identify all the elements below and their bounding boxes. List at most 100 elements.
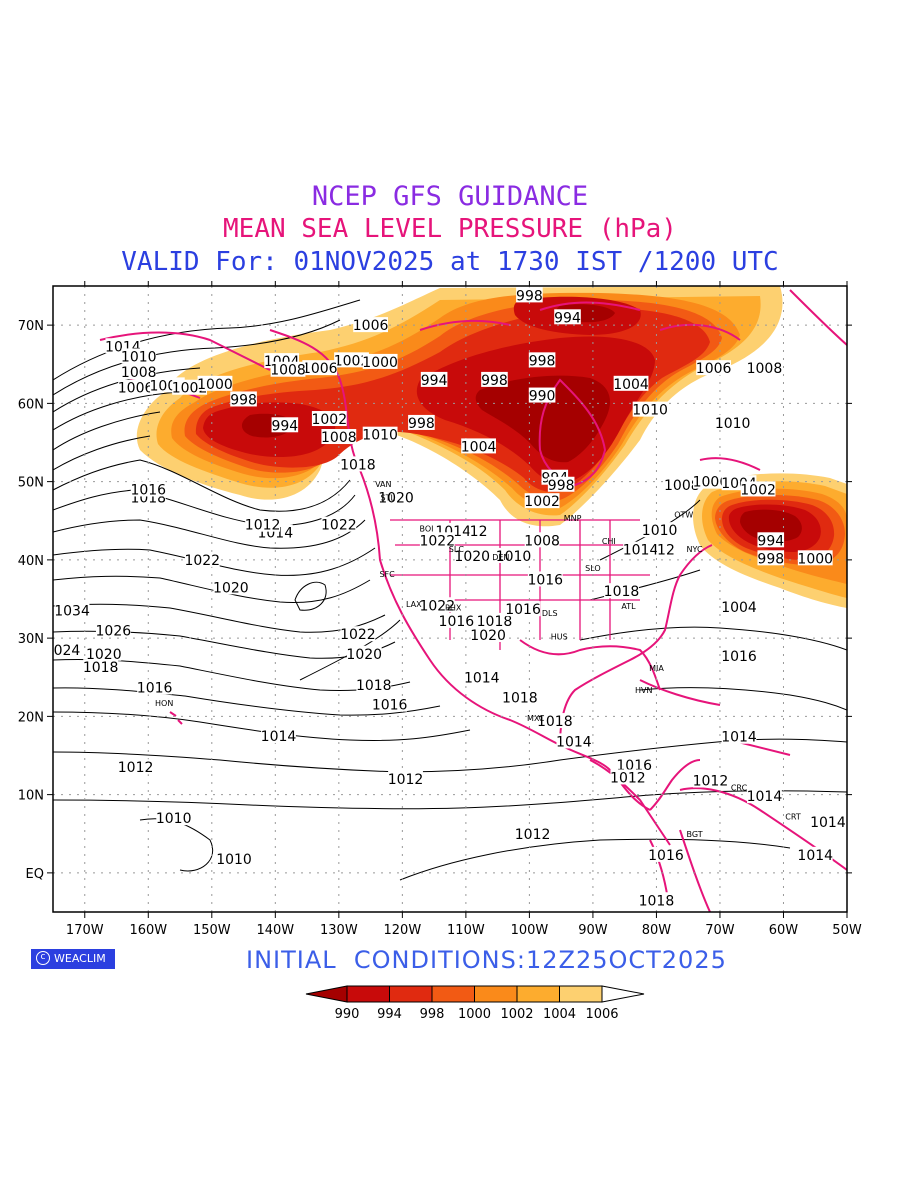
station-label: SLC xyxy=(449,545,465,554)
contour-label-bg xyxy=(516,287,543,303)
logo-text: WEACLIM xyxy=(54,952,106,965)
contour-label-bg xyxy=(216,850,252,866)
contour-label-bg xyxy=(721,598,757,614)
contour-label-bg xyxy=(715,414,751,430)
lat-label: 60N xyxy=(18,397,44,412)
contour-label-bg xyxy=(378,489,414,505)
legend-swatch xyxy=(346,985,390,1003)
legend-swatch xyxy=(431,985,475,1003)
contour-label-bg xyxy=(245,516,281,532)
contour-label-bg xyxy=(302,360,338,376)
contour-label: 1000 xyxy=(362,355,398,371)
contour-label-bg xyxy=(656,541,676,557)
contour-label: 1010 xyxy=(632,403,668,419)
contour-label: 1014 xyxy=(464,670,500,686)
contour-label: 1012 xyxy=(693,774,729,790)
contour-label: 1004 xyxy=(721,600,757,616)
contour-label: 1012 xyxy=(245,518,281,534)
station-label: BGT xyxy=(686,830,702,839)
lat-label: 70N xyxy=(18,319,44,334)
contour-label: 1010 xyxy=(156,811,192,827)
canada-low-990 xyxy=(241,304,615,463)
contour-label-bg xyxy=(721,728,757,744)
contour-label: 998 xyxy=(757,551,784,567)
contour-label-bg xyxy=(528,387,556,403)
lon-label: 80W xyxy=(642,923,672,938)
contour-label: 1022 xyxy=(321,518,357,534)
lon-label: 120W xyxy=(384,923,422,938)
contour-label-bg xyxy=(639,892,674,908)
station-label: DEN xyxy=(492,553,509,562)
station-label: CRT xyxy=(785,813,801,822)
contour-label: 1002 xyxy=(524,494,560,510)
contour-label-bg xyxy=(747,788,782,804)
contour-label-bg xyxy=(137,679,173,695)
contour-label-bg xyxy=(321,516,357,532)
legend-label: 1000 xyxy=(458,1007,491,1022)
contour-label: 1012 xyxy=(388,772,424,788)
contour-label-bg xyxy=(524,493,560,509)
contour-label: 1014 xyxy=(797,848,833,864)
contour-label: 1008 xyxy=(524,533,560,549)
contour-label-bg xyxy=(604,583,639,599)
north-america-west-coast xyxy=(269,329,651,811)
contour-label: 1014 xyxy=(747,789,783,805)
contour-label-bg xyxy=(464,669,500,685)
contour-label: 1010 xyxy=(121,349,157,365)
contour-label: 1010 xyxy=(216,852,252,868)
contour-label: 1016 xyxy=(505,602,541,618)
gulf-coast xyxy=(519,639,661,691)
title-variable: MEAN SEA LEVEL PRESSURE (hPa) xyxy=(223,214,677,244)
contour-label: 1002 xyxy=(334,353,370,369)
north-america-east-coast xyxy=(559,544,713,811)
weaclim-logo: c WEACLIM xyxy=(31,949,115,969)
contour-label: 1018 xyxy=(537,714,573,730)
contour-label-bg xyxy=(388,770,423,786)
contour-label-bg xyxy=(693,772,728,788)
contour-label-bg xyxy=(623,541,658,557)
contour-label: 1006 xyxy=(302,361,338,377)
contour-label-bg xyxy=(270,361,306,377)
contour-label: 1012 xyxy=(118,760,154,776)
contour-label: 994 xyxy=(554,310,581,326)
contour-label: 994 xyxy=(421,373,448,389)
contour-label: 1018 xyxy=(604,584,640,600)
contour-label: 1018 xyxy=(83,660,119,676)
contour-label-bg xyxy=(524,532,560,548)
contour-label-bg xyxy=(311,411,347,427)
contour-label-bg xyxy=(438,612,474,628)
atlantic-low-990 xyxy=(740,509,802,542)
contour-label: 1002 xyxy=(740,482,776,498)
contour-label: 1016 xyxy=(439,614,475,630)
lat-label: 10N xyxy=(18,789,44,804)
contour-label-bg xyxy=(156,810,192,826)
lat-label: 20N xyxy=(18,710,44,725)
contour-label: 1010 xyxy=(362,428,398,444)
contour-label-bg xyxy=(505,601,541,617)
contour-label-bg xyxy=(321,429,357,445)
lon-label: 150W xyxy=(193,923,231,938)
station-labels: HON NYC CHI SLC DEN SLO DLS HUS ATL MIA HVN MXC OTW M… xyxy=(155,480,801,839)
contour-label: 1016 xyxy=(721,649,757,665)
lon-label: 90W xyxy=(578,923,608,938)
contour-label-bg xyxy=(362,426,398,442)
contour-label: 1002 xyxy=(311,412,347,428)
contour-label-bg xyxy=(470,626,506,642)
contour-label-bg xyxy=(632,401,668,417)
contour-label: 1008 xyxy=(747,361,783,377)
lat-label: 40N xyxy=(18,554,44,569)
lon-label: 140W xyxy=(256,923,294,938)
contour-label-bg xyxy=(54,602,90,618)
legend-label: 1002 xyxy=(500,1007,533,1022)
contour-label-bg xyxy=(362,353,398,369)
lon-label: 100W xyxy=(511,923,549,938)
contour-label: 1034 xyxy=(54,604,90,620)
contour-label-bg xyxy=(527,571,563,587)
contour-label: 1010 xyxy=(715,416,751,432)
contour-label: 1014 xyxy=(810,815,846,831)
station-label: LAX xyxy=(406,600,422,609)
contour-label: 1016 xyxy=(648,848,684,864)
contour-label-bg xyxy=(419,532,455,548)
contour-label-bg xyxy=(537,713,573,729)
